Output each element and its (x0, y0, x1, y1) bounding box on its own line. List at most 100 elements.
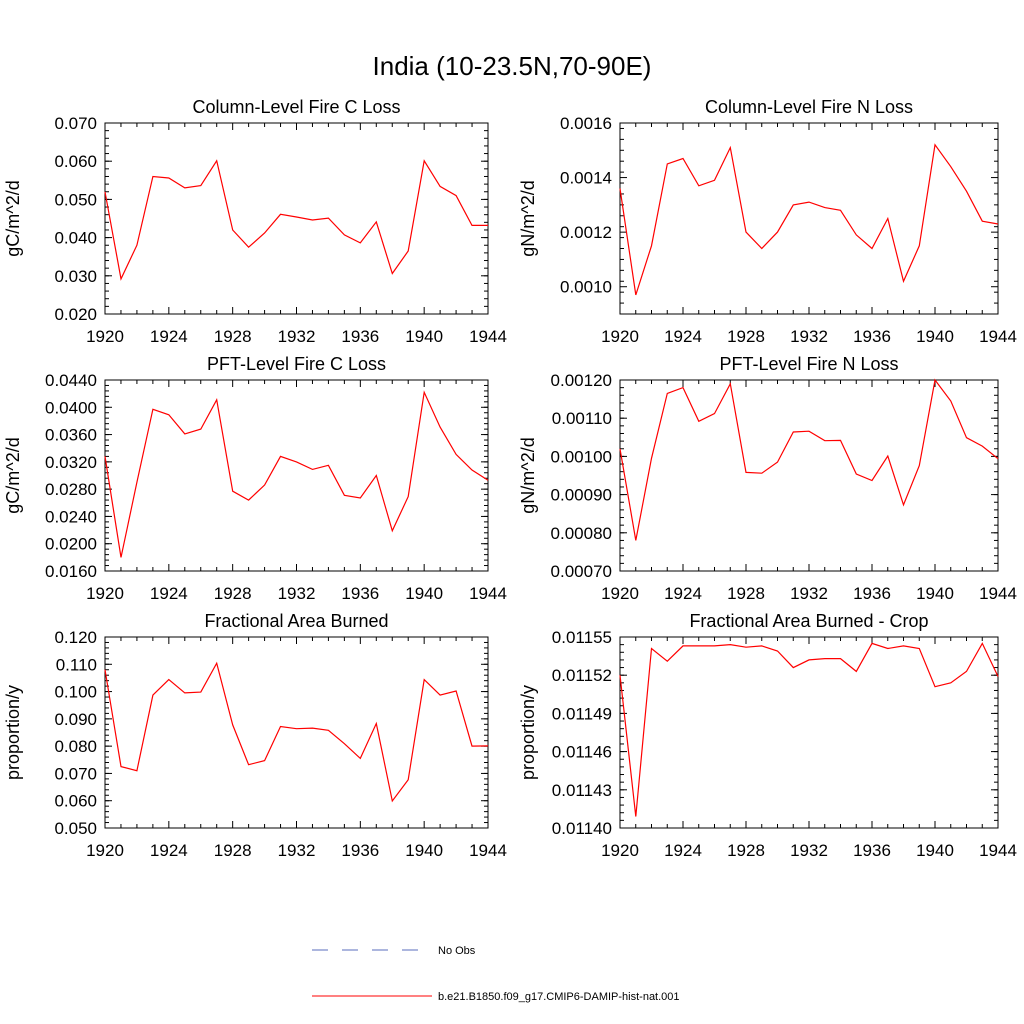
y-tick-label: 0.0200 (45, 535, 97, 554)
x-tick-label: 1940 (916, 584, 954, 603)
y-axis-label: gN/m^2/d (518, 180, 538, 256)
chart-panel-1: Column-Level Fire C Loss gC/m^2/d 1920 1924… (3, 97, 507, 346)
y-tick-label: 0.00120 (551, 371, 612, 390)
x-tick-label: 1932 (790, 841, 828, 860)
y-tick-label: 0.0320 (45, 453, 97, 472)
chart-title: PFT-Level Fire N Loss (719, 354, 898, 374)
y-tick-label: 0.01152 (552, 666, 612, 685)
x-tick-label: 1924 (150, 584, 188, 603)
x-tick-label: 1936 (853, 841, 891, 860)
y-tick-label: 0.060 (54, 792, 97, 811)
chart-panel-6: Fractional Area Burned - Crop proportion/… (518, 611, 1017, 860)
x-tick-label: 1920 (86, 841, 124, 860)
x-tick-label: 1928 (214, 841, 252, 860)
y-axis-label: proportion/y (3, 685, 23, 780)
plot-frame (619, 122, 999, 315)
y-tick-label: 0.01143 (552, 781, 612, 800)
y-tick-label: 0.00070 (551, 562, 612, 581)
x-tick-label: 1940 (916, 841, 954, 860)
chart-panel-5: Fractional Area Burned proportion/y 1920 19… (3, 611, 507, 860)
x-tick-label: 1944 (469, 841, 507, 860)
x-tick-label: 1944 (469, 584, 507, 603)
chart-panel-2: Column-Level Fire N Loss gN/m^2/d 1920 1924… (518, 97, 1017, 346)
chart-title: PFT-Level Fire C Loss (207, 354, 386, 374)
legend: No Obs b.e21.B1850.f09_g17.CMIP6-DAMIP-hi… (312, 945, 680, 1003)
x-tick-label: 1940 (405, 584, 443, 603)
x-tick-label: 1940 (916, 327, 954, 346)
x-tick-label: 1936 (853, 584, 891, 603)
x-tick-label: 1928 (214, 584, 252, 603)
chart-panel-4: PFT-Level Fire N Loss gN/m^2/d 1920 1924 192… (518, 354, 1017, 603)
x-tick-label: 1928 (727, 327, 765, 346)
series-line (619, 378, 999, 541)
y-tick-label: 0.0440 (45, 371, 97, 390)
x-tick-label: 1932 (790, 584, 828, 603)
x-tick-label: 1924 (664, 841, 702, 860)
x-tick-label: 1924 (150, 327, 188, 346)
y-tick-label: 0.090 (54, 710, 97, 729)
y-tick-label: 0.110 (56, 655, 97, 674)
x-tick-label: 1940 (405, 841, 443, 860)
y-tick-label: 0.00110 (552, 409, 612, 428)
x-tick-label: 1936 (853, 327, 891, 346)
y-axis-label: gN/m^2/d (518, 437, 538, 513)
x-tick-label: 1920 (86, 584, 124, 603)
plots-container: Column-Level Fire C Loss gC/m^2/d 1920 1924… (3, 97, 1017, 860)
x-tick-label: 1932 (790, 327, 828, 346)
series-line (619, 143, 999, 296)
chart-title: Fractional Area Burned - Crop (689, 611, 928, 631)
x-tick-label: 1928 (727, 841, 765, 860)
x-tick-label: 1920 (601, 584, 639, 603)
y-tick-label: 0.020 (54, 305, 97, 324)
y-tick-label: 0.060 (54, 152, 97, 171)
y-tick-label: 0.00090 (551, 486, 612, 505)
y-tick-label: 0.00100 (551, 447, 612, 466)
x-tick-label: 1936 (341, 327, 379, 346)
y-tick-label: 0.0160 (45, 562, 97, 581)
y-tick-label: 0.01146 (552, 743, 612, 762)
page-title: India (10-23.5N,70-90E) (373, 51, 652, 81)
plot-frame (104, 636, 489, 829)
y-tick-label: 0.120 (54, 628, 97, 647)
series-line (104, 661, 489, 803)
y-tick-label: 0.01149 (552, 704, 612, 723)
x-tick-label: 1944 (979, 841, 1017, 860)
series-line (619, 642, 999, 817)
y-tick-label: 0.0240 (45, 507, 97, 526)
x-tick-label: 1928 (214, 327, 252, 346)
y-tick-label: 0.100 (54, 683, 97, 702)
y-tick-label: 0.040 (54, 229, 97, 248)
y-tick-label: 0.0280 (45, 480, 97, 499)
plot-frame (619, 379, 999, 572)
x-tick-label: 1932 (278, 841, 316, 860)
y-tick-label: 0.080 (54, 737, 97, 756)
chart-title: Column-Level Fire N Loss (705, 97, 913, 117)
chart-title: Column-Level Fire C Loss (192, 97, 400, 117)
plot-frame (104, 379, 489, 572)
y-tick-label: 0.00080 (551, 524, 612, 543)
y-tick-label: 0.0010 (560, 278, 612, 297)
y-tick-label: 0.050 (54, 190, 97, 209)
x-tick-label: 1936 (341, 584, 379, 603)
plot-frame (104, 122, 489, 315)
x-tick-label: 1944 (979, 327, 1017, 346)
y-axis-label: proportion/y (518, 685, 538, 780)
y-tick-label: 0.050 (54, 819, 97, 838)
x-tick-label: 1920 (601, 841, 639, 860)
plot-frame (619, 636, 999, 829)
y-tick-label: 0.0012 (560, 223, 612, 242)
series-line (104, 159, 488, 281)
chart-panel-3: PFT-Level Fire C Loss gC/m^2/d 1920 1924 192… (3, 354, 507, 603)
x-tick-label: 1928 (727, 584, 765, 603)
y-tick-label: 0.0016 (560, 114, 612, 133)
y-axis-label: gC/m^2/d (3, 180, 23, 256)
y-tick-label: 0.070 (54, 764, 97, 783)
chart-title: Fractional Area Burned (204, 611, 388, 631)
y-tick-label: 0.0014 (560, 169, 612, 188)
x-tick-label: 1924 (664, 327, 702, 346)
legend-label: b.e21.B1850.f09_g17.CMIP6-DAMIP-hist-nat… (438, 991, 680, 1003)
y-tick-label: 0.030 (54, 267, 97, 286)
y-tick-label: 0.0400 (45, 398, 97, 417)
y-tick-label: 0.0360 (45, 426, 97, 445)
